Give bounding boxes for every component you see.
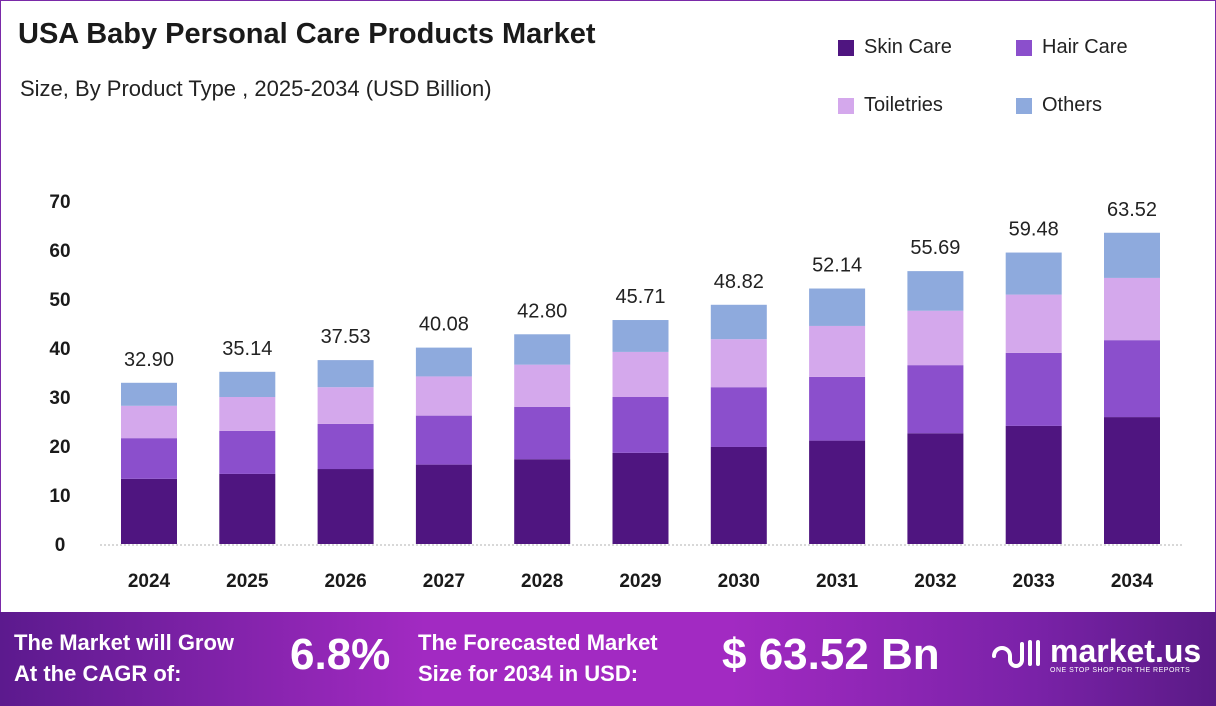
bar-segment-others bbox=[121, 382, 177, 406]
data-label-total: 40.08 bbox=[419, 314, 469, 336]
x-tick-label: 2024 bbox=[128, 571, 171, 592]
legend-swatch bbox=[1016, 39, 1032, 56]
legend-label: Skin Care bbox=[864, 36, 952, 58]
logo-tagline: ONE STOP SHOP FOR THE REPORTS bbox=[1050, 666, 1191, 674]
bar-segment-toiletries bbox=[514, 364, 571, 407]
bar-segment-skin-care bbox=[1005, 425, 1062, 544]
x-tick-label: 2025 bbox=[226, 571, 269, 592]
bar-segment-skin-care bbox=[219, 473, 276, 544]
bar-segment-toiletries bbox=[907, 310, 964, 366]
bar-segment-skin-care bbox=[612, 452, 669, 544]
bar-segment-toiletries bbox=[710, 339, 767, 388]
legend-item-others: Others bbox=[1016, 94, 1102, 117]
forecast-value: $ 63.52 Bn bbox=[722, 630, 940, 679]
legend-label: Others bbox=[1042, 94, 1103, 116]
legend-item-hair-care: Hair Care bbox=[1016, 36, 1128, 59]
y-tick-label: 50 bbox=[49, 290, 70, 311]
data-label-total: 52.14 bbox=[812, 255, 862, 277]
bar-segment-others bbox=[1104, 232, 1160, 278]
legend-swatch bbox=[838, 97, 854, 114]
bar-segment-hair-care bbox=[415, 415, 472, 465]
bar-segment-hair-care bbox=[219, 430, 276, 474]
bar-segment-others bbox=[514, 334, 571, 365]
bar-segment-toiletries bbox=[1005, 294, 1062, 353]
data-label-total: 59.48 bbox=[1009, 219, 1059, 241]
x-tick-label: 2029 bbox=[619, 571, 661, 592]
y-tick-label: 30 bbox=[49, 388, 70, 409]
x-tick-label: 2026 bbox=[324, 571, 366, 592]
y-tick-label: 40 bbox=[49, 339, 70, 360]
data-label-total: 48.82 bbox=[714, 271, 764, 293]
y-tick-label: 70 bbox=[49, 192, 70, 213]
forecast-label: The Forecasted Market Size for 2034 in US… bbox=[418, 630, 658, 686]
bar-segment-others bbox=[907, 271, 964, 311]
footer-banner: The Market will Grow At the CAGR of: 6.8%… bbox=[0, 612, 1216, 706]
x-tick-label: 2032 bbox=[914, 571, 956, 592]
bar-segment-others bbox=[415, 347, 472, 377]
y-tick-label: 60 bbox=[49, 241, 70, 262]
bar-segment-toiletries bbox=[1104, 277, 1160, 341]
data-label-total: 32.90 bbox=[124, 349, 174, 371]
legend-label: Toiletries bbox=[864, 94, 943, 116]
bar-segment-skin-care bbox=[514, 459, 571, 544]
market-us-logo: market.us ONE STOP SHOP FOR THE REPORTS bbox=[990, 634, 1201, 674]
bar-segment-skin-care bbox=[121, 478, 177, 544]
bar-segment-hair-care bbox=[317, 423, 374, 470]
data-label-total: 42.80 bbox=[517, 300, 567, 322]
legend-item-skin-care: Skin Care bbox=[838, 36, 952, 59]
data-label-total: 37.53 bbox=[321, 326, 371, 348]
logo-name: market.us bbox=[1050, 632, 1202, 669]
bar-segment-hair-care bbox=[809, 376, 866, 441]
bar-segment-skin-care bbox=[710, 446, 767, 544]
bar-segment-skin-care bbox=[809, 440, 866, 544]
data-label-total: 63.52 bbox=[1107, 199, 1157, 221]
legend-swatch bbox=[838, 39, 854, 56]
y-tick-label: 20 bbox=[49, 437, 70, 458]
bar-segment-others bbox=[710, 304, 767, 340]
chart-plot: 010203040506070202432.90202535.14202637.… bbox=[49, 192, 1182, 592]
bar-segment-others bbox=[809, 288, 866, 326]
x-tick-label: 2033 bbox=[1013, 571, 1055, 592]
cagr-value: 6.8% bbox=[290, 630, 391, 679]
bar-segment-skin-care bbox=[317, 469, 374, 544]
bar-segment-hair-care bbox=[1104, 340, 1160, 418]
logo-icon bbox=[992, 640, 1040, 668]
bar-segment-others bbox=[612, 320, 669, 352]
x-tick-label: 2027 bbox=[423, 571, 465, 592]
x-tick-label: 2031 bbox=[816, 571, 859, 592]
data-label-total: 45.71 bbox=[615, 286, 665, 308]
bar-segment-others bbox=[1005, 252, 1062, 295]
bar-segment-toiletries bbox=[415, 376, 472, 416]
bar-segment-hair-care bbox=[121, 438, 177, 479]
bar-segment-toiletries bbox=[317, 387, 374, 424]
y-tick-label: 0 bbox=[55, 535, 66, 556]
cagr-label: The Market will Grow At the CAGR of: bbox=[14, 630, 235, 686]
bar-segment-hair-care bbox=[514, 406, 571, 460]
bar-segment-hair-care bbox=[612, 397, 669, 453]
bar-segment-toiletries bbox=[219, 397, 276, 431]
data-label-total: 35.14 bbox=[222, 338, 272, 360]
x-tick-label: 2034 bbox=[1111, 571, 1154, 592]
legend-label: Hair Care bbox=[1042, 36, 1128, 58]
bar-segment-hair-care bbox=[907, 365, 964, 434]
legend-item-toiletries: Toiletries bbox=[838, 94, 943, 117]
x-tick-label: 2030 bbox=[718, 571, 760, 592]
data-label-total: 55.69 bbox=[910, 237, 960, 259]
bar-segment-toiletries bbox=[809, 325, 866, 377]
bar-segment-hair-care bbox=[1005, 352, 1062, 426]
legend-swatch bbox=[1016, 97, 1032, 114]
bar-segment-skin-care bbox=[415, 464, 472, 544]
bar-segment-toiletries bbox=[121, 405, 177, 439]
bar-segment-hair-care bbox=[710, 387, 767, 447]
bar-segment-skin-care bbox=[907, 433, 964, 544]
bar-segment-toiletries bbox=[612, 351, 669, 397]
bar-segment-others bbox=[317, 360, 374, 388]
chart-subtitle: Size, By Product Type , 2025-2034 (USD B… bbox=[20, 76, 492, 101]
bar-segment-others bbox=[219, 371, 276, 397]
bar-segment-skin-care bbox=[1104, 417, 1160, 544]
chart-title: USA Baby Personal Care Products Market bbox=[18, 18, 596, 50]
y-tick-label: 10 bbox=[49, 486, 70, 507]
x-tick-label: 2028 bbox=[521, 571, 563, 592]
